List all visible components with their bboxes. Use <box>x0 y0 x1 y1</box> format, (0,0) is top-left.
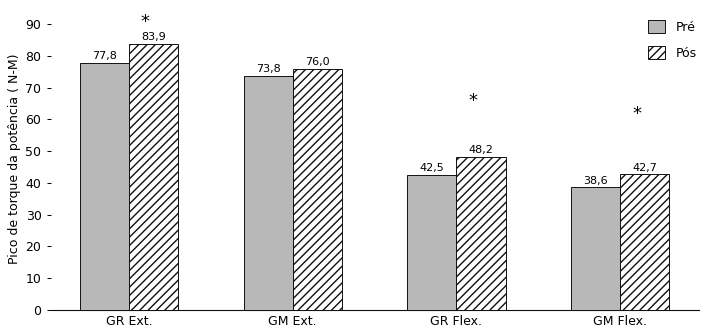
Text: *: * <box>468 92 477 110</box>
Text: 38,6: 38,6 <box>583 176 608 186</box>
Bar <box>293 69 342 310</box>
Bar <box>129 44 178 310</box>
Text: *: * <box>141 12 150 31</box>
Bar <box>80 63 129 310</box>
Bar <box>407 175 457 310</box>
Text: 76,0: 76,0 <box>305 57 329 67</box>
Text: 42,5: 42,5 <box>419 163 444 173</box>
Y-axis label: Pico de torque da potência ( N-M): Pico de torque da potência ( N-M) <box>8 54 21 264</box>
Bar <box>571 187 620 310</box>
Text: 83,9: 83,9 <box>141 32 166 42</box>
Bar <box>244 76 293 310</box>
Text: *: * <box>632 104 641 123</box>
Text: 48,2: 48,2 <box>469 145 493 155</box>
Bar <box>457 157 506 310</box>
Text: 42,7: 42,7 <box>632 163 657 173</box>
Text: 77,8: 77,8 <box>92 51 117 61</box>
Text: 73,8: 73,8 <box>256 64 281 74</box>
Legend: Pré, Pós: Pré, Pós <box>645 17 699 62</box>
Bar <box>620 174 670 310</box>
